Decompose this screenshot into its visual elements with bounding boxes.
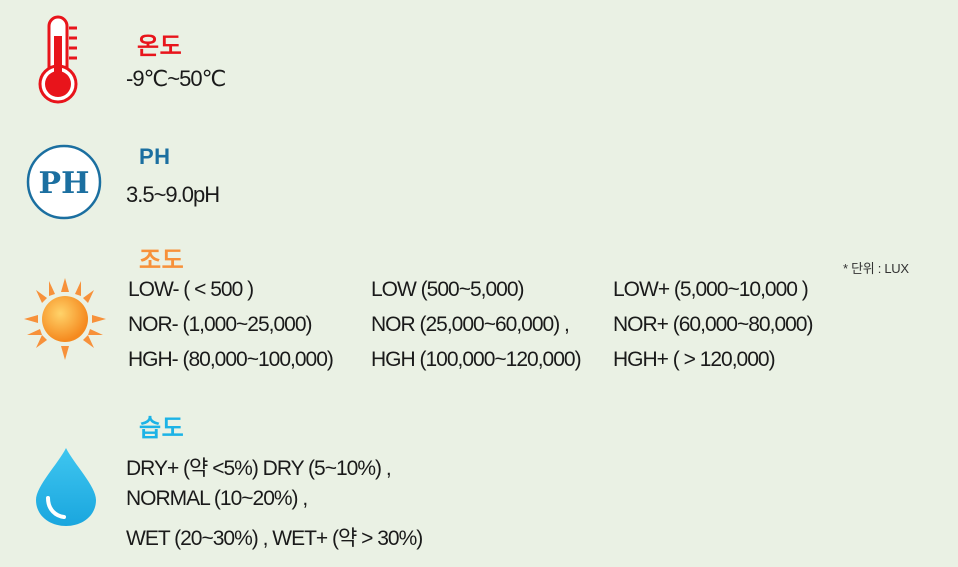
lux-hgh-plus: HGH+ ( > 120,000): [613, 348, 775, 372]
svg-text:PH: PH: [39, 166, 90, 201]
lux-low-plus: LOW+ (5,000~10,000 ): [613, 278, 808, 302]
humidity-line-wet: WET (20~30%) , WET+ (약 > 30%): [126, 522, 422, 552]
lux-row-normal: NOR- (1,000~25,000) NOR (25,000~60,000) …: [128, 313, 848, 343]
lux-hgh: HGH (100,000~120,000): [371, 348, 581, 372]
ph-title: PH: [139, 144, 171, 170]
lux-nor: NOR (25,000~60,000) ,: [371, 313, 569, 337]
temperature-range: -9℃~50℃: [126, 66, 225, 92]
ph-badge-icon: PH: [26, 144, 102, 220]
lux-row-low: LOW- ( < 500 ) LOW (500~5,000) LOW+ (5,0…: [128, 278, 848, 308]
humidity-line-dry: DRY+ (약 <5%) DRY (5~10%) ,: [126, 452, 391, 482]
temperature-title: 온도: [137, 26, 182, 61]
sun-icon: [22, 276, 108, 362]
lux-nor-plus: NOR+ (60,000~80,000): [613, 313, 812, 337]
humidity-title: 습도: [139, 408, 184, 443]
thermometer-icon: [36, 14, 82, 106]
lux-row-high: HGH- (80,000~100,000) HGH (100,000~120,0…: [128, 348, 848, 378]
humidity-line-normal: NORMAL (10~20%) ,: [126, 487, 307, 511]
lux-low: LOW (500~5,000): [371, 278, 524, 302]
water-drop-icon: [34, 446, 98, 528]
lux-hgh-minus: HGH- (80,000~100,000): [128, 348, 333, 372]
unit-note: * 단위 : LUX: [843, 258, 909, 277]
lux-low-minus: LOW- ( < 500 ): [128, 278, 253, 302]
illuminance-title: 조도: [139, 240, 184, 275]
ph-range: 3.5~9.0pH: [126, 182, 219, 208]
lux-nor-minus: NOR- (1,000~25,000): [128, 313, 312, 337]
